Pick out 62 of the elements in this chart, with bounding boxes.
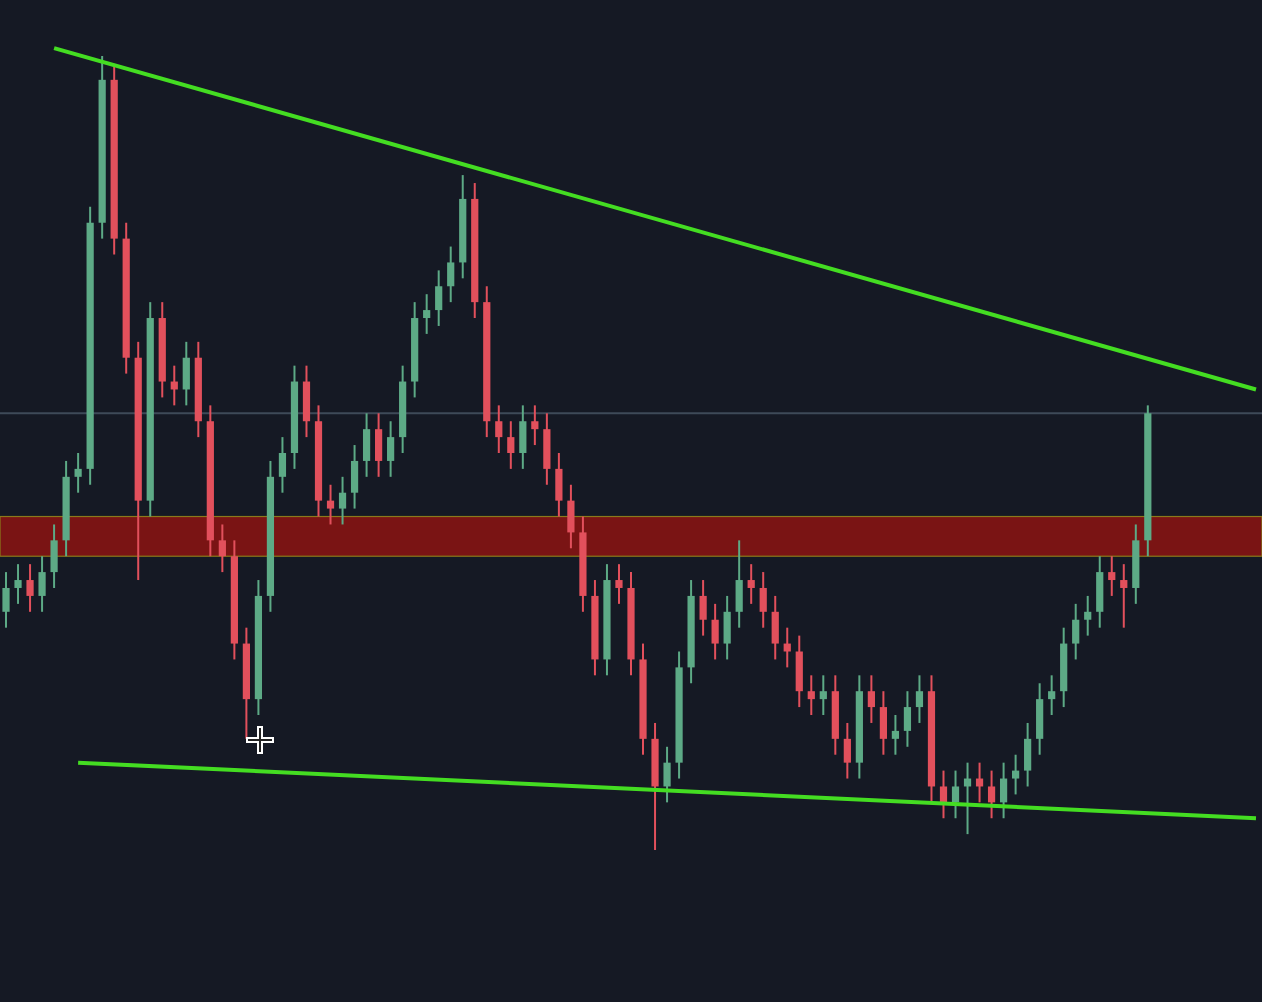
candlestick <box>567 483 575 550</box>
candlestick <box>747 563 755 605</box>
candlestick <box>891 714 900 756</box>
candlestick <box>38 555 46 613</box>
candlestick <box>1084 594 1092 637</box>
candlestick <box>987 769 996 820</box>
candlestick <box>903 690 912 748</box>
candlestick <box>723 594 731 661</box>
candlestick <box>831 674 839 756</box>
candlestick <box>663 745 671 804</box>
candlestick <box>1048 674 1056 717</box>
candlestick <box>711 602 719 661</box>
candlestick <box>1120 563 1128 629</box>
candlestick <box>278 436 287 494</box>
candlestick <box>302 364 311 439</box>
candlestick <box>531 404 539 447</box>
candlestick <box>495 404 503 454</box>
candlestick <box>507 420 515 470</box>
candlestick <box>543 412 551 486</box>
candlestick <box>374 412 383 478</box>
candlestick <box>338 475 347 526</box>
candlestick <box>771 594 779 661</box>
candlestick <box>843 721 851 780</box>
candlestick <box>951 769 960 820</box>
candlestick <box>387 420 395 478</box>
candlestick <box>447 245 455 304</box>
candlestick <box>615 563 623 605</box>
candlestick <box>879 690 888 756</box>
candlestick <box>1072 602 1080 661</box>
candlestick <box>14 563 22 605</box>
candlestick <box>350 444 359 510</box>
candlestick <box>26 563 34 613</box>
candlestick <box>807 674 815 717</box>
candlestick <box>939 769 948 820</box>
candlestick <box>362 412 371 478</box>
candlestick <box>651 721 659 851</box>
candlestick <box>819 674 827 717</box>
candlestick <box>699 579 707 637</box>
candlestick <box>74 452 82 494</box>
candlestick <box>783 626 791 669</box>
candlestick <box>1096 555 1104 629</box>
candlestick <box>423 293 431 335</box>
candlestick <box>555 452 563 518</box>
candlestick <box>1108 555 1116 597</box>
candlestick <box>50 523 58 589</box>
candlestick <box>182 340 190 407</box>
candlestick <box>435 269 443 327</box>
candlestick <box>735 539 743 629</box>
candlestick <box>1036 682 1044 756</box>
candlestick <box>2 571 10 629</box>
candlestick <box>1024 721 1032 788</box>
candlestick <box>326 483 335 526</box>
candlestick <box>218 523 226 574</box>
candlestick <box>519 404 527 470</box>
candlestick <box>867 674 875 724</box>
candlestick <box>915 674 924 724</box>
candlestick <box>759 571 767 629</box>
candlestick <box>795 634 803 709</box>
candlestick <box>1060 626 1068 709</box>
candlestick <box>1132 523 1140 605</box>
candlestick <box>1012 753 1020 796</box>
candlestick <box>999 761 1008 820</box>
